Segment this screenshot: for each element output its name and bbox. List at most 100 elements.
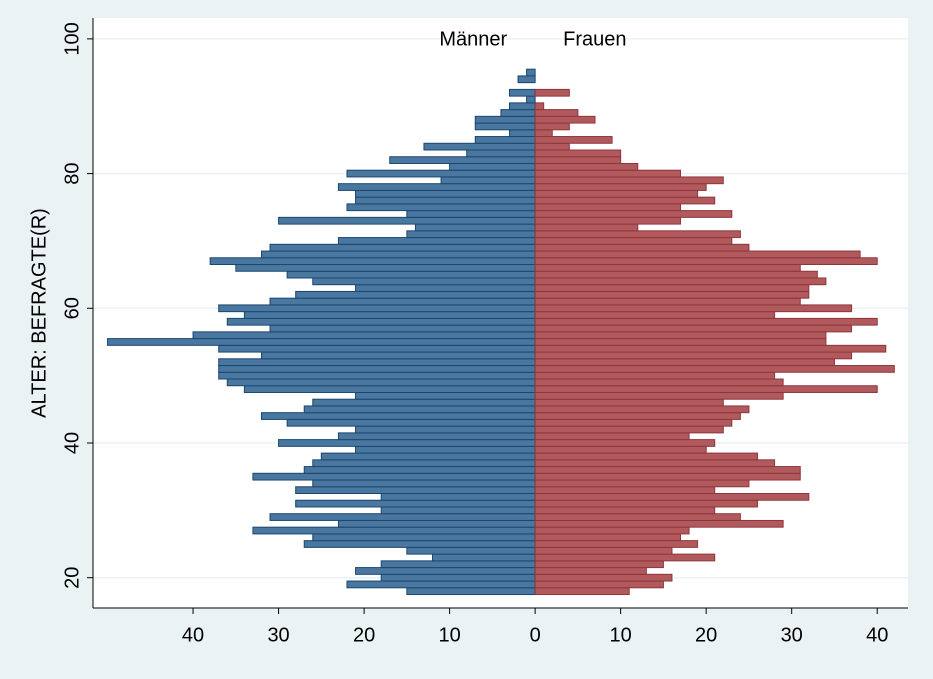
bar: [252, 472, 536, 481]
bar: [337, 519, 536, 528]
bar: [508, 102, 536, 111]
bar: [534, 459, 776, 468]
legend-label: Männer: [439, 28, 507, 50]
bar: [534, 203, 682, 212]
bar: [534, 115, 596, 124]
bar: [534, 338, 827, 346]
bar: [466, 149, 536, 158]
bar: [534, 311, 776, 319]
y-tick-label: 40: [61, 432, 83, 454]
bar: [508, 88, 536, 97]
bar: [269, 243, 536, 252]
bar: [534, 553, 716, 562]
bar: [218, 365, 536, 373]
bar: [534, 324, 853, 333]
bar: [432, 553, 536, 562]
bar: [534, 290, 810, 299]
bar: [226, 317, 536, 326]
bar: [346, 580, 536, 589]
bar: [235, 264, 536, 272]
x-tick-label: 30: [267, 624, 289, 646]
bar: [534, 472, 801, 481]
bar: [380, 560, 536, 569]
bar: [260, 351, 536, 360]
bar: [380, 506, 536, 515]
bar: [534, 344, 887, 353]
bar: [534, 398, 724, 407]
bar: [534, 297, 801, 306]
bar: [218, 371, 536, 380]
bar: [218, 358, 536, 367]
bar: [355, 391, 536, 400]
bar: [389, 156, 536, 164]
bar: [500, 109, 536, 117]
x-tick-label: 40: [182, 624, 204, 646]
bar: [534, 365, 895, 373]
bar: [312, 459, 536, 468]
bar: [243, 311, 536, 319]
bar: [295, 499, 536, 508]
bar: [295, 290, 536, 299]
bar: [286, 270, 536, 279]
x-tick-label: 10: [438, 624, 460, 646]
bar: [534, 216, 682, 225]
bar: [218, 304, 536, 313]
bar: [534, 183, 707, 191]
bar: [260, 412, 536, 420]
bar: [534, 109, 579, 117]
bar: [534, 331, 827, 340]
bar: [534, 546, 673, 555]
bar: [440, 176, 536, 185]
bar: [534, 385, 878, 393]
bar: [303, 405, 536, 414]
bar: [312, 398, 536, 407]
bar: [534, 573, 673, 582]
bar: [423, 142, 536, 151]
bar: [534, 567, 647, 575]
bar: [406, 230, 536, 239]
x-tick-label: 10: [610, 624, 632, 646]
bar: [534, 210, 733, 218]
bar: [534, 378, 784, 387]
bar: [312, 533, 536, 542]
bar: [406, 210, 536, 218]
bar: [534, 156, 622, 164]
bar: [534, 176, 724, 185]
y-tick-label: 20: [61, 567, 83, 589]
bar: [534, 439, 716, 447]
bar: [355, 425, 536, 434]
bar: [474, 122, 536, 131]
bar: [474, 115, 536, 124]
bar: [534, 304, 853, 313]
bar: [355, 189, 536, 198]
bar: [449, 162, 536, 171]
bar: [337, 432, 536, 441]
bar: [355, 196, 536, 205]
bar: [534, 432, 690, 441]
bar: [226, 378, 536, 387]
bar: [346, 169, 536, 178]
bar: [534, 102, 545, 111]
bar: [534, 237, 733, 245]
bar: [406, 587, 536, 596]
legend-label: Frauen: [563, 28, 626, 50]
bar: [517, 75, 536, 84]
bar: [534, 257, 878, 266]
bar: [534, 425, 724, 434]
bar: [534, 189, 699, 198]
bar: [534, 243, 750, 252]
bar: [534, 122, 570, 131]
bar: [337, 183, 536, 191]
bar: [534, 466, 801, 474]
bar: [260, 250, 536, 259]
bar: [192, 331, 536, 340]
bar: [380, 573, 536, 582]
x-tick-label: 30: [781, 624, 803, 646]
bar: [380, 493, 536, 501]
bar: [278, 216, 536, 225]
bar: [534, 499, 758, 508]
bar: [534, 412, 741, 420]
bar: [269, 513, 536, 521]
bar: [269, 297, 536, 306]
